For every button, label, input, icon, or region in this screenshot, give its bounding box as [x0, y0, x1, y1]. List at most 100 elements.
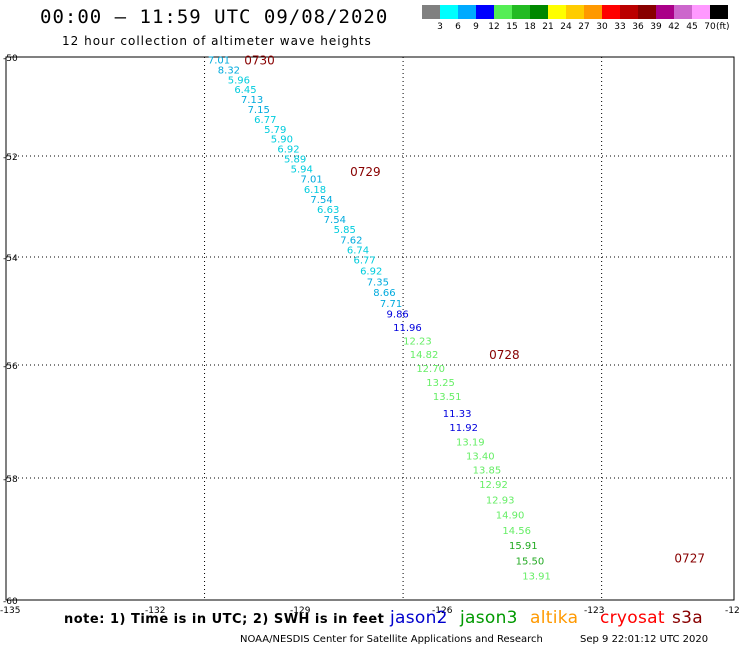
swh-data-label: 14.90: [496, 511, 525, 522]
colorbar-swatch: [584, 5, 602, 19]
swh-data-label: 5.79: [264, 125, 286, 136]
time-label: 0730: [244, 53, 275, 67]
time-label: 0728: [489, 348, 520, 362]
swh-data-label: 7.62: [340, 235, 362, 246]
swh-data-label: 12.93: [486, 495, 515, 506]
colorbar-swatch: [476, 5, 494, 19]
swh-data-label: 6.92: [277, 145, 299, 156]
chart-subtitle: 12 hour collection of altimeter wave hei…: [62, 34, 372, 48]
colorbar-swatch: [566, 5, 584, 19]
colorbar-swatch: [692, 5, 710, 19]
swh-data-label: 5.89: [284, 155, 306, 166]
swh-data-label: 8.66: [373, 288, 395, 299]
swh-data-label: 7.54: [310, 195, 332, 206]
colorbar-swatch: [710, 5, 728, 19]
swh-data-label: 11.96: [393, 323, 422, 334]
swh-data-label: 11.92: [449, 423, 478, 434]
swh-data-label: 6.45: [234, 85, 256, 96]
swh-data-label: 6.92: [360, 267, 382, 278]
swh-data-label: 13.91: [522, 572, 551, 583]
y-tick-label: -58: [3, 475, 18, 485]
legend-cryosat: cryosat: [600, 608, 665, 628]
x-tick-label: -132: [145, 606, 165, 616]
swh-data-label: 7.13: [241, 95, 263, 106]
note-text: note: 1) Time is in UTC; 2) SWH is in fe…: [64, 612, 385, 627]
swh-data-label: 12.23: [403, 337, 432, 348]
swh-data-label: 15.91: [509, 541, 538, 552]
colorbar-label: 42: [668, 22, 680, 32]
legend-altika: altika: [530, 608, 579, 628]
colorbar-swatch: [494, 5, 512, 19]
legend-jason2: jason2: [390, 608, 448, 628]
swh-data-label: 7.15: [248, 105, 270, 116]
swh-data-label: 8.32: [218, 65, 240, 76]
swh-data-label: 14.56: [502, 526, 531, 537]
colorbar-swatch: [638, 5, 656, 19]
x-tick-label: -135: [0, 606, 20, 616]
swh-data-label: 15.50: [516, 556, 545, 567]
y-tick-label: -50: [3, 54, 18, 64]
swh-data-label: 9.86: [387, 310, 409, 321]
swh-data-label: 13.19: [456, 437, 485, 448]
colorbar-label: 70: [704, 22, 716, 32]
footer-date: Sep 9 22:01:12 UTC 2020: [580, 634, 709, 645]
swh-data-label: 5.85: [334, 225, 356, 236]
swh-data-label: 7.01: [301, 175, 323, 186]
swh-data-label: 13.85: [473, 466, 502, 477]
colorbar-label: 6: [455, 22, 461, 32]
colorbar-label: 45: [686, 22, 698, 32]
swh-data-label: 12.70: [416, 364, 445, 375]
swh-data-label: 5.96: [228, 75, 250, 86]
colorbar-swatch: [440, 5, 458, 19]
colorbar-unit: (ft): [716, 22, 730, 32]
swh-data-label: 6.18: [304, 185, 326, 196]
swh-data-label: 7.71: [380, 299, 402, 310]
colorbar-swatch: [548, 5, 566, 19]
swh-data-label: 13.40: [466, 451, 495, 462]
x-tick-label: -129: [290, 606, 311, 616]
y-tick-label: -56: [3, 362, 18, 372]
colorbar-label: 36: [632, 22, 644, 32]
colorbar-label: 9: [473, 22, 479, 32]
colorbar-label: 18: [524, 22, 536, 32]
colorbar-swatch: [512, 5, 530, 19]
colorbar-label: 27: [578, 22, 590, 32]
colorbar-swatch: [458, 5, 476, 19]
colorbar-swatch: [674, 5, 692, 19]
colorbar-label: 15: [506, 22, 518, 32]
time-label: 0727: [674, 551, 705, 565]
y-tick-label: -52: [3, 153, 18, 163]
swh-data-label: 6.77: [254, 115, 276, 126]
y-tick-label: -60: [3, 597, 18, 607]
time-label: 0729: [350, 165, 381, 179]
colorbar-label: 24: [560, 22, 572, 32]
footer-credit: NOAA/NESDIS Center for Satellite Applica…: [240, 634, 543, 645]
colorbar-swatch: [656, 5, 674, 19]
colorbar-label: 39: [650, 22, 662, 32]
y-tick-label: -54: [3, 254, 18, 264]
legend-s3a: s3a: [672, 608, 703, 628]
swh-data-label: 6.74: [347, 245, 369, 256]
colorbar-label: 30: [596, 22, 608, 32]
x-tick-label: -123: [584, 606, 604, 616]
swh-data-label: 6.63: [317, 205, 339, 216]
x-tick-label: -124: [725, 606, 740, 616]
swh-data-label: 6.77: [353, 256, 375, 267]
colorbar-swatch: [602, 5, 620, 19]
colorbar-label: 33: [614, 22, 626, 32]
swh-data-label: 7.01: [208, 55, 230, 66]
colorbar-label: 3: [437, 22, 443, 32]
swh-data-label: 5.94: [291, 165, 313, 176]
colorbar-swatch: [620, 5, 638, 19]
swh-data-label: 13.51: [433, 392, 462, 403]
colorbar-swatch: [530, 5, 548, 19]
x-tick-label: -126: [432, 606, 453, 616]
colorbar-label: 21: [542, 22, 554, 32]
colorbar-label: 12: [488, 22, 500, 32]
colorbar-swatch: [422, 5, 440, 19]
plot-frame: [5, 56, 735, 601]
legend-jason3: jason3: [460, 608, 518, 628]
swh-data-label: 12.92: [479, 480, 508, 491]
chart-title: 00:00 – 11:59 UTC 09/08/2020: [40, 6, 389, 28]
